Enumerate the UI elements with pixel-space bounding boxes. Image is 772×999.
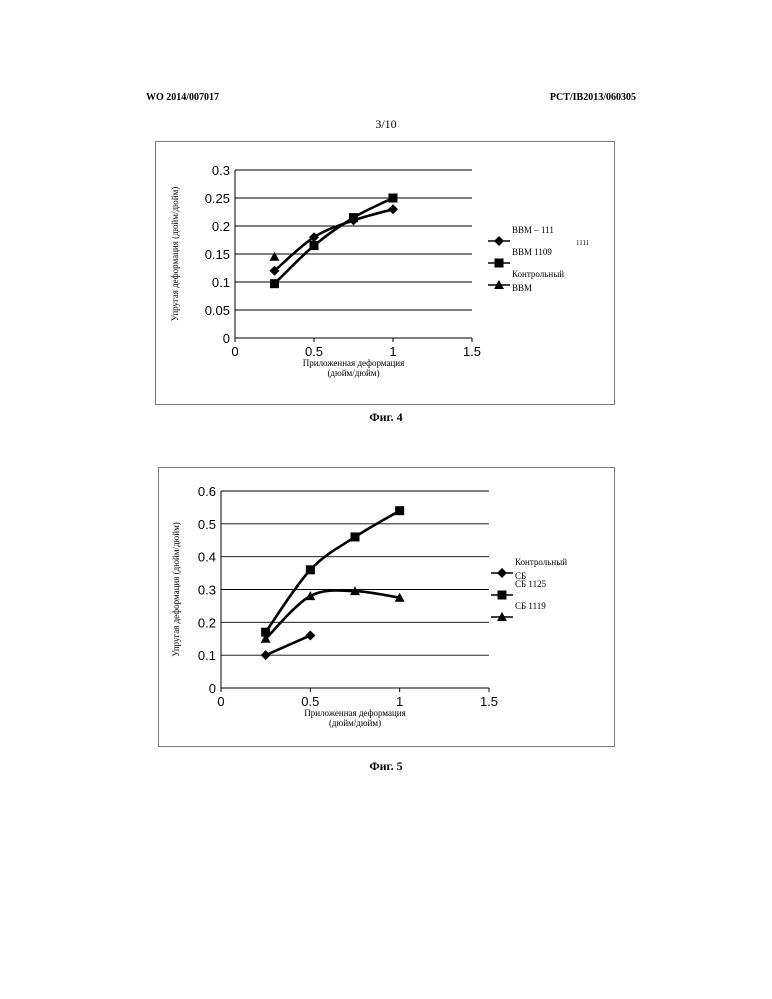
fig4-x-tick-label: 1 [389,344,396,359]
fig4-data-point-square [270,279,279,288]
fig4-y-tick-label: 0.2 [212,219,230,234]
fig4-y-tick-label: 0.15 [205,247,230,262]
fig4-y-tick-label: 0.3 [212,163,230,178]
fig4-legend-extra-label: 1111 [576,239,590,247]
figure-5-caption: Фиг. 5 [0,759,772,774]
fig5-legend-marker-square [498,591,507,600]
fig5-x-tick-label: 0 [217,694,224,709]
fig4-legend-label: BBM 1109 [512,247,552,257]
figure-4-caption: Фиг. 4 [0,410,772,425]
fig5-x-tick-label: 1.5 [480,694,498,709]
fig4-data-point-triangle [270,252,280,261]
fig5-data-point-square [395,506,404,515]
fig4-legend-marker-diamond [494,236,504,246]
fig5-x-tick-label: 1 [396,694,403,709]
chart-figure-5-svg: 0 0.1 0.2 0.3 0.4 0.5 0.6 0 0.5 1 1.5 Приложенная д… [159,468,614,746]
fig5-legend-marker-diamond [497,568,507,578]
fig5-y-tick-label: 0.4 [198,550,216,565]
fig4-series-line-1 [275,209,394,271]
fig4-x-axis-title: Приложенная деформация(дюйм/дюйм) [303,358,404,378]
chart-figure-4: 0 0.05 0.1 0.15 0.2 0.25 0.3 0 0.5 1 1.5 Приложенна… [155,141,615,405]
fig4-series-line-2 [275,198,394,284]
fig5-y-axis-title: Упругая деформация (дюйм/дюйм) [171,522,181,657]
fig4-data-point-square [349,213,358,222]
fig4-data-point-diamond [388,204,398,214]
chart-figure-5: 0 0.1 0.2 0.3 0.4 0.5 0.6 0 0.5 1 1.5 Приложенная д… [158,467,615,747]
fig5-y-tick-label: 0.1 [198,648,216,663]
fig5-y-tick-label: 0 [209,681,216,696]
fig5-legend-label: СБ 1119 [515,601,546,611]
page-number: 3/10 [0,117,772,132]
fig4-y-axis-title: Упругая деформация (дюйм/дюйм) [170,187,180,322]
fig4-legend-label: КонтрольныйBBM [512,269,564,293]
fig5-x-tick-label: 0.5 [301,694,319,709]
fig5-y-tick-label: 0.5 [198,517,216,532]
fig4-y-tick-label: 0.05 [205,303,230,318]
fig5-x-axis-title: Приложенная деформация(дюйм/дюйм) [304,708,405,728]
fig4-y-tick-label: 0 [223,331,230,346]
fig4-data-point-square [389,194,398,203]
fig5-data-point-square [306,565,315,574]
patent-number-header: WO 2014/007017 [146,92,219,103]
fig4-x-tick-label: 0.5 [305,344,323,359]
application-number-header: PCT/IB2013/060305 [550,92,636,103]
fig5-data-point-square [351,532,360,541]
fig5-series-line-1 [266,635,311,655]
fig4-data-point-square [310,241,319,250]
fig5-series-line-2 [266,511,400,632]
fig5-y-tick-label: 0.6 [198,484,216,499]
fig5-legend-label: КонтрольныйСБ [515,557,567,581]
fig5-y-tick-label: 0.3 [198,583,216,598]
fig5-series-line-3 [266,590,400,638]
fig5-data-point-diamond [261,650,271,660]
fig5-legend-label: СБ 1125 [515,579,547,589]
fig4-y-tick-label: 0.25 [205,191,230,206]
chart-figure-4-svg: 0 0.05 0.1 0.15 0.2 0.25 0.3 0 0.5 1 1.5 Приложенна… [156,142,614,404]
fig4-legend-label: BBM – 111 [512,225,554,235]
fig4-legend-marker-square [495,259,504,268]
fig4-x-tick-label: 1.5 [463,344,481,359]
fig4-x-tick-label: 0 [231,344,238,359]
fig4-y-tick-label: 0.1 [212,275,230,290]
fig5-y-tick-label: 0.2 [198,615,216,630]
fig5-data-point-diamond [305,630,315,640]
